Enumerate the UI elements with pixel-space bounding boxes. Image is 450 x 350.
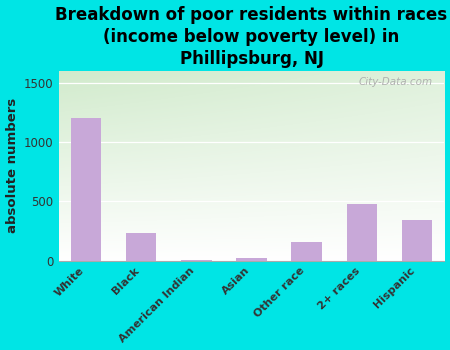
Bar xyxy=(236,258,267,261)
Text: City-Data.com: City-Data.com xyxy=(359,77,433,86)
Bar xyxy=(181,260,212,261)
Bar xyxy=(126,233,157,261)
Bar xyxy=(346,204,377,261)
Bar xyxy=(71,118,101,261)
Y-axis label: absolute numbers: absolute numbers xyxy=(5,98,18,233)
Bar xyxy=(402,220,432,261)
Bar xyxy=(292,242,322,261)
Title: Breakdown of poor residents within races
(income below poverty level) in
Phillip: Breakdown of poor residents within races… xyxy=(55,6,448,68)
